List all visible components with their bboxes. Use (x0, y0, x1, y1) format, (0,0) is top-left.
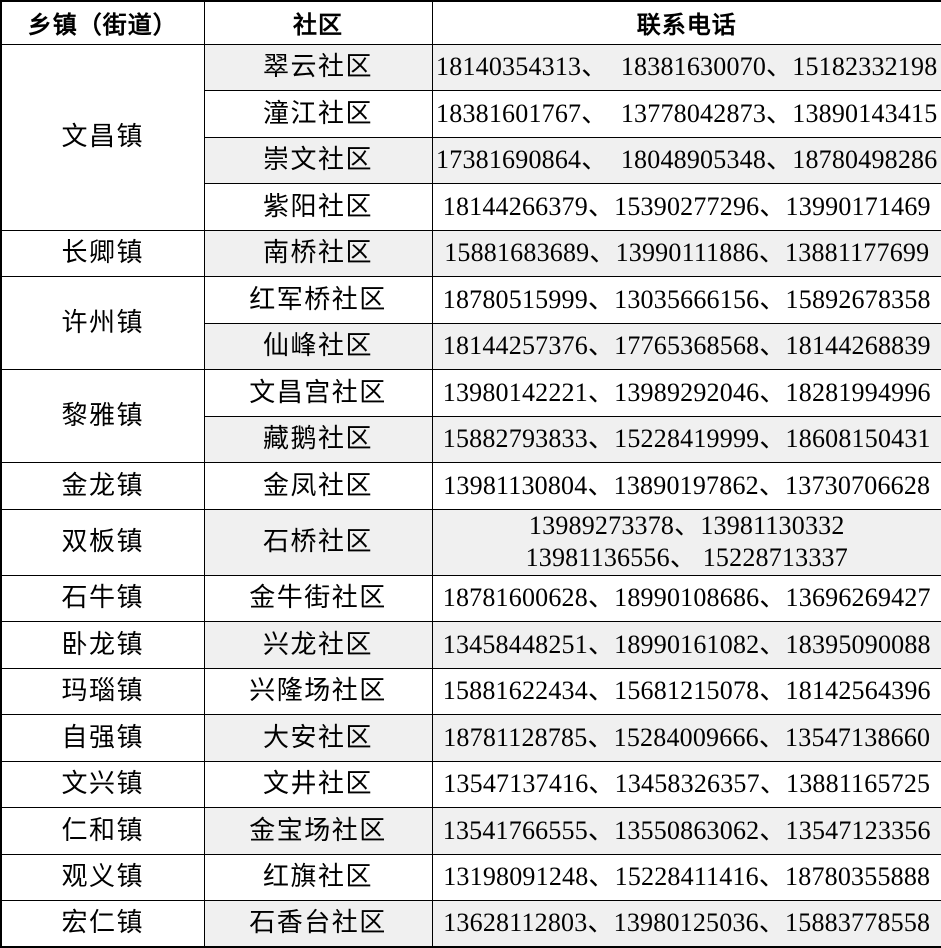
town-cell: 双板镇 (0, 508, 205, 576)
phone-cell: 13980142221、13989292046、18281994996 (431, 369, 941, 417)
community-cell: 红旗社区 (203, 853, 433, 901)
town-cell: 宏仁镇 (0, 900, 205, 948)
phone-cell: 18140354313、 18381630070、15182332198 (431, 43, 941, 91)
table-row: 文昌镇 翠云社区 18140354313、 18381630070、15182332… (0, 43, 941, 231)
community-cell: 翠云社区 (203, 43, 433, 91)
town-cell: 卧龙镇 (0, 621, 205, 669)
town-cell: 文昌镇 (0, 43, 205, 231)
table-body: 文昌镇 翠云社区 18140354313、 18381630070、15182332… (0, 43, 941, 948)
community-cell: 文井社区 (203, 760, 433, 808)
phone-cell: 18781600628、18990108686、13696269427 (431, 574, 941, 622)
table-row: 金龙镇 金凤社区 13981130804、13890197862、137307066… (0, 462, 941, 510)
phone-cell: 13547137416、13458326357、13881165725 (431, 760, 941, 808)
community-cell: 潼江社区 (203, 90, 433, 138)
phone-cell: 18144257376、17765368568、18144268839 (431, 322, 941, 370)
table-row: 宏仁镇 石香台社区 13628112803、13980125036、15883778… (0, 900, 941, 948)
phone-cell: 13198091248、15228411416、18780355888 (431, 853, 941, 901)
town-cell: 金龙镇 (0, 462, 205, 510)
town-cell: 石牛镇 (0, 574, 205, 622)
community-cell: 南桥社区 (203, 229, 433, 277)
phone-cell: 18144266379、15390277296、13990171469 (431, 183, 941, 231)
community-cell: 紫阳社区 (203, 183, 433, 231)
community-cell: 藏鹅社区 (203, 415, 433, 463)
community-cell: 文昌宫社区 (203, 369, 433, 417)
phone-cell: 13628112803、13980125036、15883778558 (431, 900, 941, 948)
phone-cell: 18781128785、15284009666、13547138660 (431, 714, 941, 762)
community-cell: 金宝场社区 (203, 807, 433, 855)
phone-cell: 18381601767、 13778042873、13890143415 (431, 90, 941, 138)
table-row: 玛瑙镇 兴隆场社区 15881622434、15681215078、18142564… (0, 667, 941, 715)
table-row: 仙峰社区 18144257376、17765368568、18144268839 (1, 322, 941, 370)
table-row: 石牛镇 金牛街社区 18781600628、18990108686、13696269… (0, 574, 941, 622)
phone-cell: 15881622434、15681215078、18142564396 (431, 667, 941, 715)
header-phone: 联系电话 (431, 0, 941, 45)
table-row: 观义镇 红旗社区 13198091248、15228411416、187803558… (0, 853, 941, 901)
table-row: 崇文社区 17381690864、 18048905348、18780498286 (1, 136, 941, 184)
town-cell: 黎雅镇 (0, 369, 205, 463)
community-cell: 石香台社区 (203, 900, 433, 948)
town-cell: 文兴镇 (0, 760, 205, 808)
phone-cell: 13458448251、18990161082、18395090088 (431, 621, 941, 669)
table-row: 双板镇 石桥社区 13989273378、13981130332 139811365… (0, 508, 941, 576)
community-cell: 金牛街社区 (203, 574, 433, 622)
town-cell: 长卿镇 (0, 229, 205, 277)
table-row: 许州镇 红军桥社区 18780515999、13035666156、15892678… (0, 276, 941, 370)
table-row: 潼江社区 18381601767、 13778042873、13890143415 (1, 90, 941, 138)
town-cell: 玛瑙镇 (0, 667, 205, 715)
community-cell: 兴龙社区 (203, 621, 433, 669)
community-cell: 红军桥社区 (203, 276, 433, 324)
table-row: 文兴镇 文井社区 13547137416、13458326357、138811657… (0, 760, 941, 808)
phone-cell: 15882793833、15228419999、18608150431 (431, 415, 941, 463)
town-cell: 仁和镇 (0, 807, 205, 855)
phone-cell: 13981130804、13890197862、13730706628 (431, 462, 941, 510)
community-cell: 兴隆场社区 (203, 667, 433, 715)
community-cell: 崇文社区 (203, 136, 433, 184)
town-cell: 自强镇 (0, 714, 205, 762)
table-row: 黎雅镇 文昌宫社区 13980142221、13989292046、18281994… (0, 369, 941, 463)
phone-cell: 13989273378、13981130332 13981136556、 152… (431, 508, 941, 576)
header-row: 乡镇（街道） 社区 联系电话 (0, 0, 941, 45)
town-cell: 观义镇 (0, 853, 205, 901)
table-row: 卧龙镇 兴龙社区 13458448251、18990161082、183950900… (0, 621, 941, 669)
table-row: 长卿镇 南桥社区 15881683689、13990111886、138811776… (0, 229, 941, 277)
phone-cell: 15881683689、13990111886、13881177699 (431, 229, 941, 277)
header-community: 社区 (203, 0, 433, 45)
community-cell: 石桥社区 (203, 508, 433, 576)
community-cell: 仙峰社区 (203, 322, 433, 370)
table-row: 自强镇 大安社区 18781128785、15284009666、135471386… (0, 714, 941, 762)
phone-cell: 13541766555、13550863062、13547123356 (431, 807, 941, 855)
table-row: 紫阳社区 18144266379、15390277296、13990171469 (1, 183, 941, 231)
community-cell: 大安社区 (203, 714, 433, 762)
header-town: 乡镇（街道） (0, 0, 205, 45)
table-row: 仁和镇 金宝场社区 13541766555、13550863062、13547123… (0, 807, 941, 855)
town-cell: 许州镇 (0, 276, 205, 370)
community-cell: 金凤社区 (203, 462, 433, 510)
table-row: 藏鹅社区 15882793833、15228419999、18608150431 (1, 415, 941, 463)
phone-cell: 18780515999、13035666156、15892678358 (431, 276, 941, 324)
phone-cell: 17381690864、 18048905348、18780498286 (431, 136, 941, 184)
